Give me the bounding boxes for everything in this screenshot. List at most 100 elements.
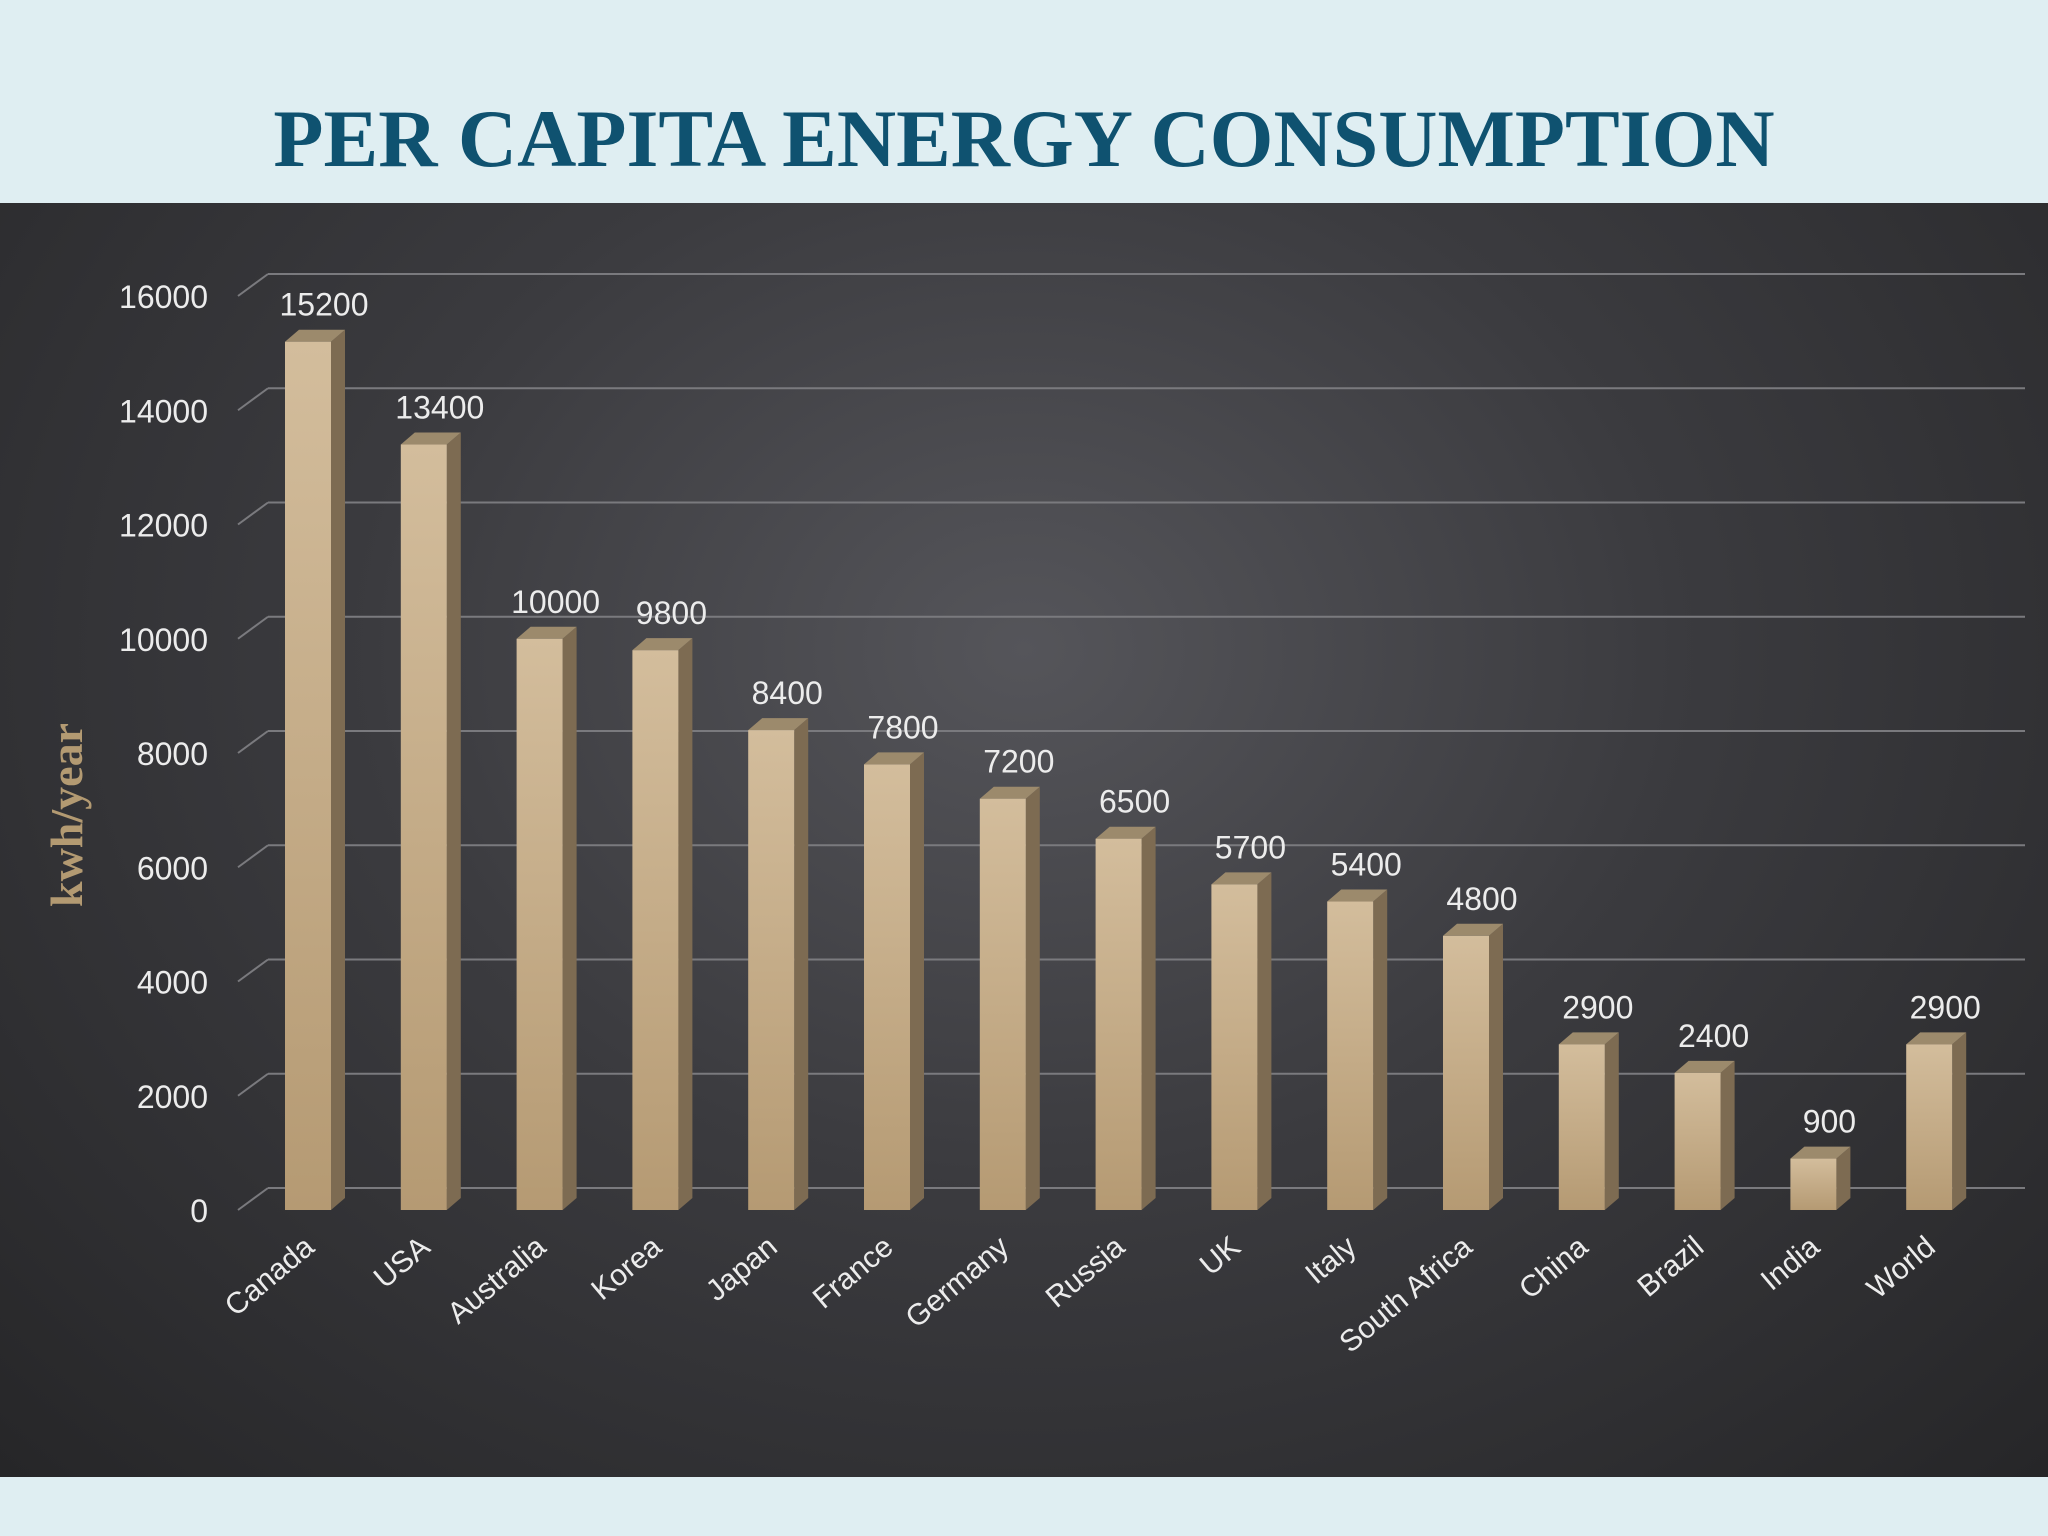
bar-australia [516,626,577,1210]
bar-side [910,752,924,1210]
bar-germany [979,786,1040,1210]
x-tick-label: France [807,1230,900,1315]
x-tick-label: Australia [441,1230,552,1331]
bar-top [1906,1032,1967,1045]
bar-front [400,444,447,1210]
bar-india [1790,1146,1851,1210]
chart-panel: 0 2000 4000 6000 8000 10000 12000 14000 16000 152… [0,203,2048,1477]
bar-side [562,626,577,1210]
x-tick-label: Japan [700,1230,784,1308]
value-label: 2400 [1678,1018,1749,1054]
bar-top [864,752,924,765]
bar-south-africa [1443,923,1503,1210]
bar-russia [1095,826,1156,1210]
bar-italy [1327,889,1388,1210]
bar-top [979,786,1040,799]
bar-top [748,718,809,731]
bar-top [285,329,345,342]
bar-front [1674,1072,1721,1210]
y-tick-label: 6000 [137,850,208,886]
bar-front [1558,1044,1605,1210]
bar-side [1952,1032,1967,1210]
bar-side [794,718,809,1210]
bar-side [446,432,461,1210]
bar-top [400,432,461,445]
bar-front [1095,838,1142,1210]
gridline-depth [237,1187,269,1211]
bar-front [1327,901,1374,1210]
value-label: 7800 [867,709,938,745]
bar-chart: 0 2000 4000 6000 8000 10000 12000 14000 16000 152… [41,273,2025,1359]
value-label: 13400 [395,390,484,426]
bar-korea [632,638,693,1210]
value-label: 15200 [280,287,369,323]
bar-france [864,752,924,1210]
bar-side [331,329,345,1210]
bars-layer [285,329,1967,1210]
bar-top [1790,1146,1851,1159]
value-label: 4800 [1446,881,1517,917]
y-tick-label: 2000 [137,1079,208,1115]
bar-front [979,798,1026,1210]
bar-front [748,730,795,1210]
value-label: 8400 [752,675,823,711]
bar-side [1257,872,1272,1210]
bar-front [632,650,679,1210]
x-tick-label: UK [1194,1230,1247,1282]
bar-front [1211,884,1258,1210]
bar-japan [748,718,809,1210]
gridline-depth [237,844,269,869]
bar-front [1443,935,1489,1210]
chart-title: PER CAPITA ENERGY CONSUMPTION [273,93,1775,184]
gridline-depth [237,273,269,297]
bar-side [678,638,693,1210]
x-tick-label: Germany [900,1230,1016,1335]
bar-usa [400,432,461,1210]
x-tick-label: Korea [585,1230,668,1307]
value-label: 10000 [511,584,600,620]
value-label: 7200 [983,744,1054,780]
gridline-depth [237,387,269,412]
gridline-depth [237,958,269,983]
x-tick-label: India [1755,1230,1826,1297]
bar-side [1604,1032,1619,1210]
gridline-depth [237,730,269,754]
bar-front [1790,1158,1837,1210]
y-tick-label: 4000 [137,965,208,1001]
bar-world [1906,1032,1967,1210]
bar-top [1095,826,1156,839]
bar-top [1211,872,1272,885]
bar-front [864,764,910,1210]
x-tick-label: Canada [219,1230,321,1323]
bar-top [1674,1060,1735,1073]
x-tick-label: Italy [1299,1230,1362,1291]
bar-brazil [1674,1060,1735,1210]
y-axis-label: kwh/year [41,723,92,907]
y-tick-label: 12000 [119,508,208,544]
bar-side [1025,786,1040,1210]
bar-front [1906,1044,1953,1210]
bar-side [1373,889,1388,1210]
bar-side [1720,1060,1735,1210]
x-tick-label: Brazil [1631,1230,1710,1303]
bar-side [1141,826,1156,1210]
bar-front [516,638,563,1210]
y-tick-label: 8000 [137,736,208,772]
gridline-depth [237,501,269,526]
bar-front [285,341,331,1210]
x-tick-label: China [1513,1230,1594,1306]
x-tick-label: Russia [1040,1230,1132,1314]
y-tick-label: 16000 [119,279,208,315]
gridline-depth [237,615,269,640]
x-tick-label: USA [368,1230,436,1295]
value-label: 900 [1803,1104,1856,1140]
gridline-depth [237,1072,269,1097]
bar-china [1558,1032,1619,1210]
bar-top [1443,923,1503,936]
bar-canada [285,329,345,1210]
bar-side [1489,923,1503,1210]
y-tick-label: 10000 [119,622,208,658]
bar-top [516,626,577,639]
y-tick-label: 14000 [119,393,208,429]
value-label: 9800 [636,595,707,631]
